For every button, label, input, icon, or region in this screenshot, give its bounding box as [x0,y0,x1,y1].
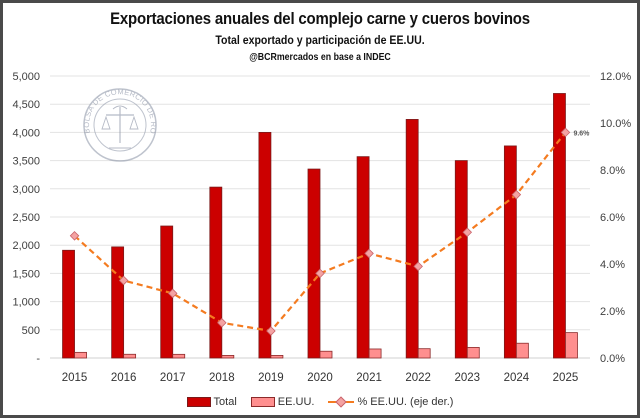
bar-total-2020 [307,168,321,359]
left-axis-ticks: - 500 1,000 1,500 2,000 2,500 3,000 3,500 4,000 4… [12,71,40,365]
legend-item-total: Total [186,396,237,408]
pct-marker-2018 [217,317,227,328]
left-axis-tick-label: 1,500 [12,268,40,280]
legend-swatch-eeuu [250,397,275,407]
bar-total-2024 [503,145,517,359]
right-axis-tick-label: 10.0% [600,118,631,130]
bar-total-2025 [553,93,566,359]
left-axis-tick-label: 4,500 [12,99,40,111]
svg-text:BOLSA DE COMERCIO DE ROSARIO: BOLSA DE COMERCIO DE ROSARIO [3,3,158,135]
bar-eeuu-2015 [74,351,87,359]
legend-swatch-total [186,397,211,407]
bar-total-2023 [454,160,468,359]
pct-marker-2016 [118,275,129,286]
left-axis-tick-label: 5,000 [12,71,40,83]
legend-label-eeuu: EE.UU. [277,396,315,408]
bar-eeuu-2020 [319,350,333,359]
legend-label-pct: % EE.UU. (eje der.) [357,396,454,408]
legend-label-total: Total [213,396,237,408]
x-axis-tick-label: 2023 [454,372,480,384]
chart-source: @BCRmercados en base a INDEC [249,52,391,63]
left-axis-tick-label: 1,000 [12,297,40,309]
pct-marker-2025 [560,127,571,138]
chart-title: Exportaciones anuales del complejo carne… [110,9,530,28]
chart-canvas: BOLSA DE COMERCIO DE ROSARIO - 500 1,000 1,… [3,3,631,384]
x-axis-tick-label: 2015 [62,372,88,384]
pct-marker-2021 [364,248,374,259]
pct-marker-2017 [167,288,178,299]
right-axis-tick-label: 12.0% [600,71,631,83]
x-axis-tick-label: 2025 [553,372,579,384]
bar-eeuu-2024 [515,342,529,359]
bar-eeuu-2021 [368,348,382,359]
bar-eeuu-2019 [270,355,284,359]
x-axis-tick-label: 2018 [209,372,235,384]
x-axis-tick-label: 2022 [405,372,431,384]
left-axis-tick-label: - [36,353,40,365]
x-axis-tick-label: 2021 [356,372,382,384]
legend-swatch-pct-line [328,397,355,407]
pct-marker-2015 [69,231,80,241]
legend-item-pct: % EE.UU. (eje der.) [328,396,453,408]
x-axis-ticks: 2015 2016 2017 2018 2019 2020 2021 2022 2023 2024… [62,372,579,384]
left-axis-tick-label: 2,000 [12,240,40,252]
pct-marker-2023 [462,227,473,238]
seal-text: BOLSA DE COMERCIO DE ROSARIO [3,3,158,135]
pct-marker-2022 [413,261,423,272]
legend: Total EE.UU. % EE.UU. (eje der.) [3,396,637,408]
left-axis-tick-label: 3,500 [12,156,40,168]
left-axis-tick-label: 4,000 [12,127,40,139]
right-axis-tick-label: 4.0% [600,259,625,271]
chart-subtitle: Total exportado y participación de EE.UU… [215,33,425,47]
right-axis-tick-label: 2.0% [600,306,625,318]
right-axis-tick-label: 8.0% [600,165,625,177]
bar-total-2015 [62,249,75,359]
bar-eeuu-2022 [417,348,431,359]
x-axis-tick-label: 2016 [111,372,137,384]
bar-eeuu-2018 [221,355,235,359]
x-axis-tick-label: 2017 [160,372,186,384]
pct-marker-2020 [315,268,325,279]
bar-series [62,93,578,359]
legend-item-eeuu: EE.UU. [250,396,315,408]
bar-eeuu-2016 [123,353,137,359]
bar-total-2019 [258,131,272,359]
bar-eeuu-2023 [466,346,480,359]
pct-line-series: 9.6% [69,127,590,336]
right-axis-tick-label: 6.0% [600,212,625,224]
right-axis-tick-label: 0.0% [600,353,625,365]
x-axis-tick-label: 2019 [258,372,284,384]
pct-marker-2019 [266,326,276,336]
pct-marker-2024 [511,189,522,200]
data-label-2025: 9.6% [573,130,590,137]
bar-total-2022 [405,119,419,359]
pct-line [73,131,567,333]
left-axis-tick-label: 3,000 [12,184,40,196]
bar-total-2018 [209,186,223,359]
x-axis-tick-label: 2020 [307,372,333,384]
x-axis-tick-label: 2024 [504,372,530,384]
bar-eeuu-2025 [565,332,578,359]
right-axis-ticks: 0.0% 2.0% 4.0% 6.0% 8.0% 10.0% 12.0% [600,71,631,365]
bar-total-2016 [111,246,125,359]
left-axis-tick-label: 500 [22,325,40,337]
left-axis-tick-label: 2,500 [12,212,40,224]
bar-eeuu-2017 [172,353,186,359]
